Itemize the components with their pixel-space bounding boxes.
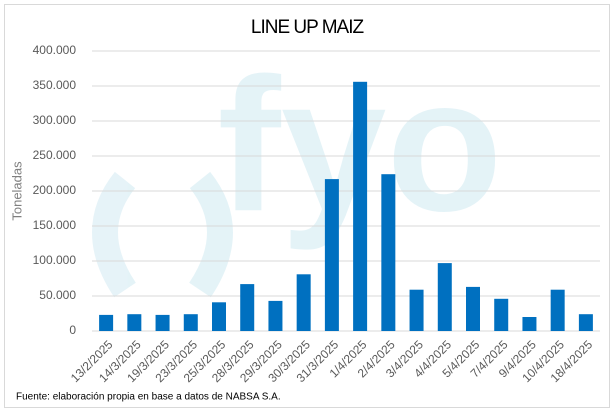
bar — [437, 263, 452, 331]
bar — [99, 314, 114, 331]
bar — [381, 174, 396, 331]
source-note: Fuente: elaboración propia en base a dat… — [16, 392, 281, 403]
bar — [550, 289, 565, 331]
bar — [127, 314, 142, 331]
y-tick-label: 150.000 — [33, 218, 77, 232]
bar — [522, 317, 537, 331]
y-tick-label: 300.000 — [33, 113, 77, 127]
bar — [409, 289, 424, 331]
y-tick-label: 100.000 — [33, 253, 77, 267]
y-tick-label: 350.000 — [33, 78, 77, 92]
bar — [240, 284, 255, 331]
bar — [324, 179, 339, 331]
bar — [183, 314, 198, 331]
y-tick-label: 200.000 — [33, 183, 77, 197]
bar — [353, 81, 368, 331]
bar — [296, 274, 311, 331]
bar — [268, 300, 283, 331]
chart-title: LINE UP MAIZ — [251, 17, 365, 38]
bar — [466, 286, 480, 331]
bar — [212, 302, 226, 331]
bar — [578, 314, 593, 331]
y-axis-label: Toneladas — [9, 161, 24, 221]
bar — [494, 298, 509, 331]
chart-border — [4, 4, 610, 408]
y-tick-label: 50.000 — [39, 288, 76, 302]
y-tick-label: 250.000 — [33, 148, 77, 162]
y-tick-label: 0 — [69, 323, 76, 337]
bar — [155, 314, 170, 331]
y-tick-label: 400.000 — [33, 43, 77, 57]
